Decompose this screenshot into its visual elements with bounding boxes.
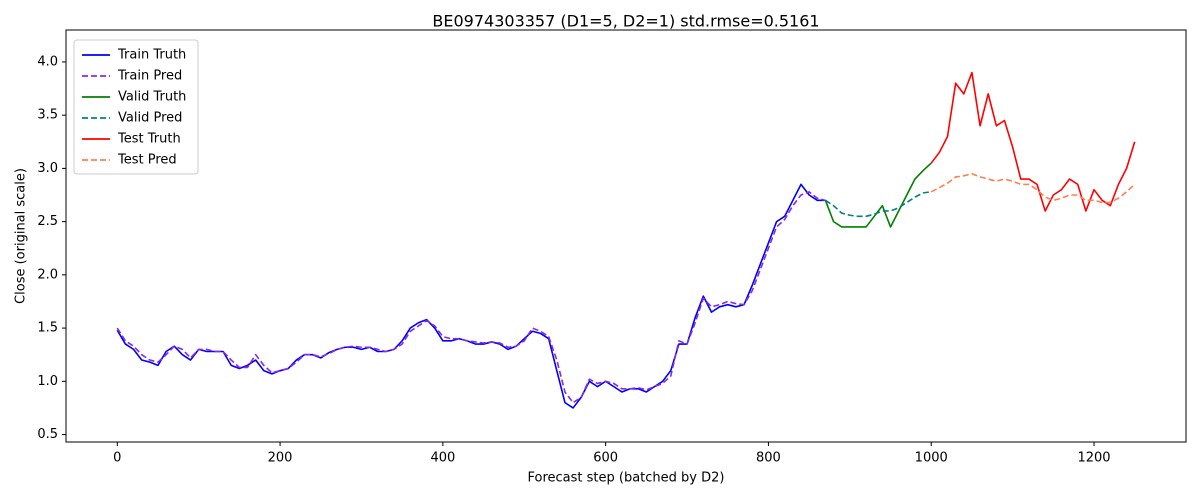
y-tick-label: 1.0	[37, 374, 58, 389]
y-tick-label: 3.5	[37, 108, 58, 123]
series-line	[116, 183, 826, 409]
legend-box	[73, 39, 199, 175]
legend-label: Train Truth	[117, 48, 186, 63]
y-tick-label: 2.0	[37, 267, 58, 282]
legend-label: Test Pred	[117, 153, 177, 168]
x-tick-label: 1200	[1077, 451, 1110, 466]
x-tick-label: 800	[756, 451, 781, 466]
y-tick-label: 4.0	[37, 54, 58, 69]
series-line	[824, 191, 932, 218]
legend-label: Train Pred	[117, 69, 182, 84]
y-tick-label: 2.5	[37, 214, 58, 229]
x-tick-label: 400	[430, 451, 455, 466]
y-tick-label: 0.5	[37, 427, 58, 442]
y-tick-label: 3.0	[37, 161, 58, 176]
legend-label: Valid Truth	[118, 90, 186, 105]
x-tick-label: 1000	[915, 451, 948, 466]
y-tick-label: 1.5	[37, 321, 58, 336]
series-line	[824, 162, 932, 228]
x-tick-label: 0	[113, 451, 121, 466]
series-line	[930, 172, 1136, 204]
legend-label: Valid Pred	[118, 111, 182, 126]
x-axis-label: Forecast step (batched by D2)	[528, 471, 725, 486]
x-tick-label: 600	[593, 451, 618, 466]
chart-title: BE0974303357 (D1=5, D2=1) std.rmse=0.516…	[432, 12, 819, 31]
y-axis-label: Close (original scale)	[14, 168, 29, 304]
x-tick-label: 200	[268, 451, 293, 466]
plot-frame	[65, 29, 1187, 443]
series-line	[930, 71, 1136, 212]
legend-label: Test Truth	[117, 132, 181, 147]
series-line	[116, 191, 826, 404]
